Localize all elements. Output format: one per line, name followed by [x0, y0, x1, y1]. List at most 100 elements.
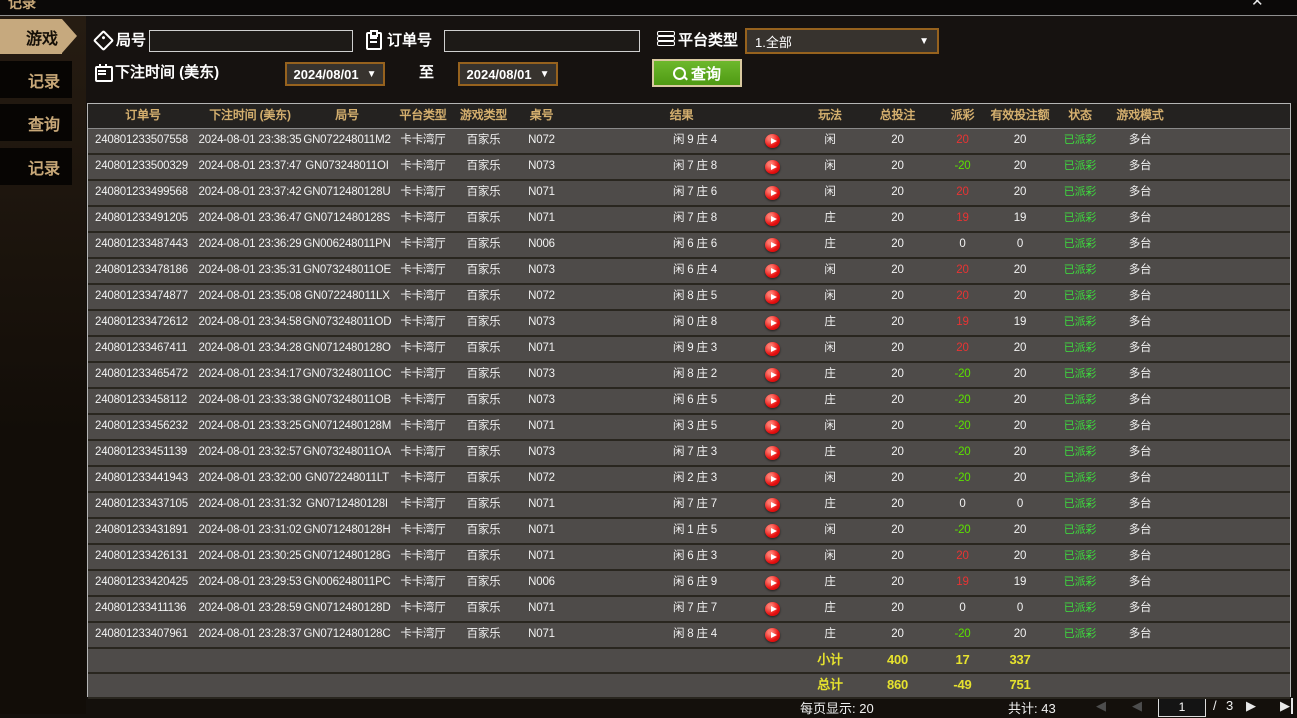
prev-page-button[interactable]: ◀	[1132, 698, 1142, 713]
bet-time-label: 下注时间 (美东)	[115, 64, 220, 81]
pagination-bar: 每页显示: 20 共计: 43 ◀ ◀ 1 / 3 ▶ ▶	[0, 698, 1297, 718]
cell-play	[745, 519, 800, 543]
cell-playtype: 闲	[824, 290, 836, 302]
calendar-icon	[95, 64, 113, 82]
replay-icon[interactable]	[765, 238, 780, 252]
replay-icon[interactable]	[765, 342, 780, 356]
cell-platform: 卡卡湾厅	[400, 394, 446, 406]
subtotal-row-valid: 337	[1009, 652, 1031, 667]
cell-gametype: 百家乐	[466, 290, 501, 302]
cell-result: 闲 1 庄 5	[673, 524, 717, 536]
tag-icon	[92, 29, 115, 52]
replay-cell	[745, 337, 800, 361]
round-id-input[interactable]	[149, 30, 353, 52]
cell-playtype: 庄	[824, 368, 836, 380]
page-separator: /	[1213, 698, 1217, 713]
replay-icon[interactable]	[765, 602, 780, 616]
cell-fill	[1170, 519, 1290, 543]
close-icon[interactable]: ✕	[1251, 0, 1264, 10]
cell-playtype: 闲	[824, 524, 836, 536]
cell-mode: 多台	[1128, 576, 1152, 588]
last-page-button[interactable]: ▶	[1280, 698, 1293, 714]
cell-gametype: 百家乐	[466, 446, 501, 458]
replay-icon[interactable]	[765, 628, 780, 642]
replay-icon[interactable]	[765, 550, 780, 564]
subtotal-row-platform	[392, 649, 454, 672]
cell-playtype: 闲	[824, 472, 836, 484]
replay-icon[interactable]	[765, 420, 780, 434]
cell-platform: 卡卡湾厅	[400, 134, 446, 146]
replay-icon[interactable]	[765, 576, 780, 590]
date-from-value: 2024/08/01	[293, 66, 359, 82]
replay-cell	[745, 311, 800, 335]
cell-fill	[1170, 311, 1290, 335]
replay-icon[interactable]	[765, 264, 780, 278]
subtotal-row-result	[570, 649, 745, 672]
cell-tableno: N071	[528, 524, 555, 536]
cell-round: GN0712480128M	[302, 420, 392, 432]
cell-result: 闲 7 庄 3	[673, 446, 717, 458]
cell-round: GN073248011OD	[302, 316, 392, 328]
replay-icon[interactable]	[765, 446, 780, 460]
platform-type-dropdown[interactable]: 1.全部 ▼	[745, 28, 939, 54]
replay-cell	[745, 597, 800, 621]
cell-result: 闲 7 庄 8	[673, 160, 717, 172]
cell-round: GN072248011LT	[305, 472, 389, 484]
order-id-input[interactable]	[444, 30, 640, 52]
sidebar-item-game[interactable]: 游戏	[0, 19, 77, 54]
search-button[interactable]: 查询	[652, 59, 742, 87]
replay-icon[interactable]	[765, 498, 780, 512]
cell-play	[745, 155, 800, 179]
cell-tableno: N006	[528, 576, 555, 588]
subtotal-row-playtype: 小计	[817, 652, 843, 667]
sidebar-item-records-2[interactable]: 记录	[0, 148, 72, 185]
table-row: 240801233507558 2024-08-01 23:38:35 GN0722…	[88, 129, 1290, 155]
cell-time: 2024-08-01 23:32:00	[198, 472, 302, 484]
sidebar-item-records[interactable]: 记录	[0, 61, 72, 98]
cell-payout: -20	[954, 524, 971, 536]
cell-platform: 卡卡湾厅	[400, 420, 446, 432]
cell-payout: 19	[956, 316, 969, 328]
replay-icon[interactable]	[765, 186, 780, 200]
page-number-input[interactable]: 1	[1158, 698, 1206, 717]
cell-order: 240801233456232	[95, 420, 188, 432]
cell-round: GN0712480128U	[303, 186, 391, 198]
next-page-button[interactable]: ▶	[1246, 698, 1256, 713]
replay-icon[interactable]	[765, 134, 780, 148]
subtotal-row-play	[745, 649, 800, 672]
cell-bet: 20	[891, 472, 904, 484]
subtotal-row-mode	[1110, 649, 1170, 672]
replay-cell	[745, 285, 800, 309]
replay-icon[interactable]	[765, 524, 780, 538]
cell-mode: 多台	[1128, 368, 1152, 380]
replay-icon[interactable]	[765, 290, 780, 304]
cell-status: 已派彩	[1063, 160, 1097, 172]
replay-icon[interactable]	[765, 160, 780, 174]
cell-order: 240801233437105	[95, 498, 188, 510]
replay-icon[interactable]	[765, 212, 780, 226]
cell-platform: 卡卡湾厅	[400, 186, 446, 198]
replay-icon[interactable]	[765, 368, 780, 382]
play-triangle	[770, 242, 777, 248]
first-page-button[interactable]: ◀	[1096, 698, 1106, 713]
cell-tableno: N071	[528, 186, 555, 198]
play-triangle	[770, 502, 777, 508]
replay-icon[interactable]	[765, 472, 780, 486]
window-title-clipped: 记录	[8, 0, 36, 11]
date-to-picker[interactable]: 2024/08/01 ▼	[458, 62, 558, 86]
cell-playtype: 庄	[824, 628, 836, 640]
total-row: 总计 860 -49 751	[88, 674, 1290, 699]
date-from-picker[interactable]: 2024/08/01 ▼	[285, 62, 385, 86]
cell-status: 已派彩	[1063, 290, 1097, 302]
replay-icon[interactable]	[765, 316, 780, 330]
cell-platform: 卡卡湾厅	[400, 264, 446, 276]
cell-valid: 20	[1013, 160, 1027, 172]
cell-result: 闲 3 庄 5	[673, 420, 717, 432]
replay-icon[interactable]	[765, 394, 780, 408]
sidebar-item-query[interactable]: 查询	[0, 104, 72, 141]
cell-gametype: 百家乐	[466, 238, 501, 250]
total-row-bet: 860	[886, 677, 909, 692]
cell-tableno: N072	[528, 134, 555, 146]
table-row: 240801233499568 2024-08-01 23:37:42 GN0712…	[88, 181, 1290, 207]
cell-playtype: 庄	[824, 394, 836, 406]
